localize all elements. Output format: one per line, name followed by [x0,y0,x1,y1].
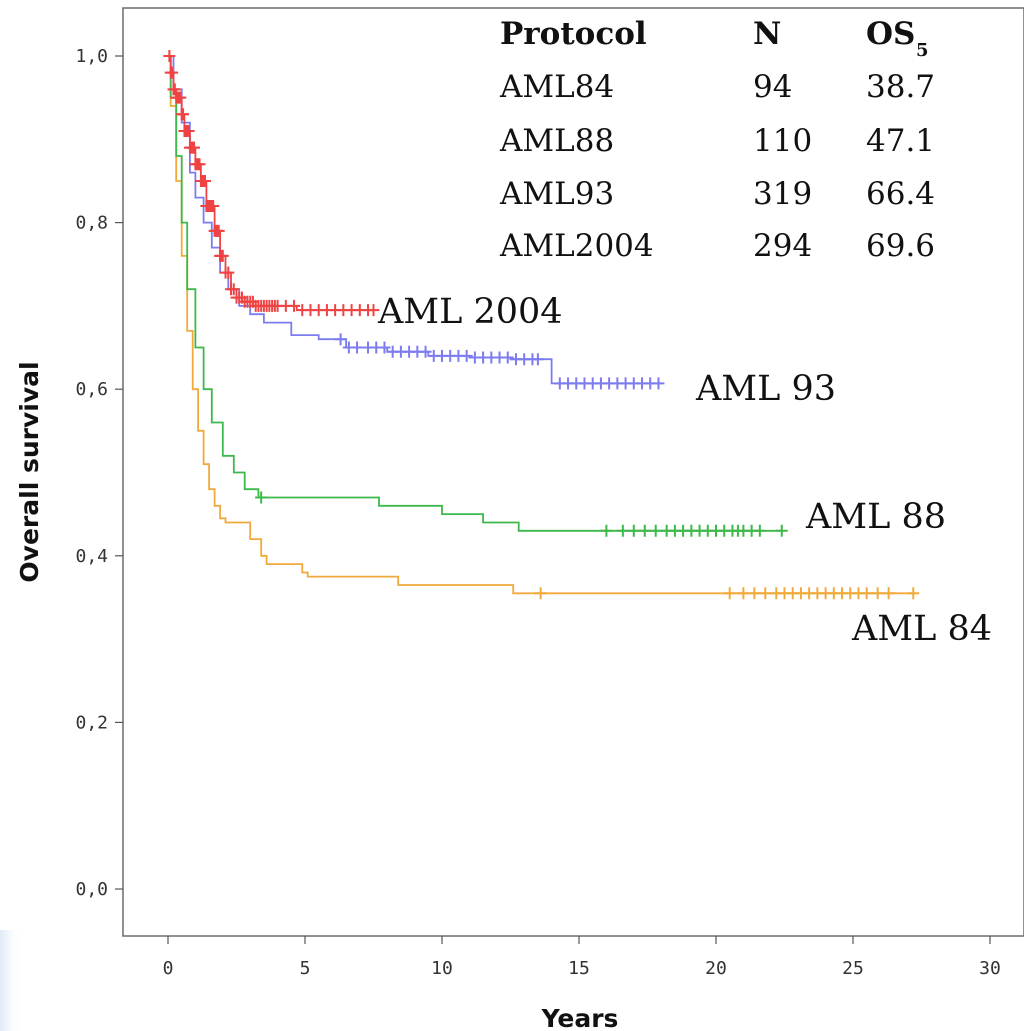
curve-aml88 [168,55,782,532]
censor-mark-aml84 [737,587,750,600]
censor-mark-aml84 [907,587,920,600]
x-axis-label: Years [541,1004,619,1031]
censor-mark-aml84 [723,587,736,600]
censor-mark-aml88 [616,524,629,537]
table-header-os: OS [866,16,915,52]
censor-mark-aml2004 [188,141,201,154]
table-cell: 94 [753,69,792,105]
x-tick-label: 10 [431,958,453,979]
censor-mark-aml88 [775,524,788,537]
y-axis-label: Overall survival [15,361,44,582]
x-tick-label: 0 [163,958,174,979]
table-cell: AML84 [499,69,614,105]
y-tick-label: 0,6 [75,379,108,400]
x-axis: 0 5 10 15 20 25 30 [163,936,1001,979]
censor-mark-aml2004 [182,124,195,137]
censor-mark-aml93 [501,351,514,364]
curve-label-aml88: AML 88 [805,497,946,537]
curve-label-aml2004: AML 2004 [377,292,563,332]
censor-mark-aml2004 [227,283,240,296]
censor-mark-aml84 [882,587,895,600]
censor-mark-aml88 [255,491,268,504]
curve-label-aml93: AML 93 [695,369,836,409]
censor-mark-aml2004 [166,66,179,79]
censor-mark-aml84 [748,587,761,600]
censor-mark-aml84 [759,587,772,600]
table-cell: 47.1 [866,123,935,159]
table-cell: AML2004 [499,228,654,264]
censor-mark-aml2004 [207,199,220,212]
censor-mark-aml88 [600,524,613,537]
table-header-os-subscript: 5 [916,40,929,61]
edge-shade [0,930,22,1031]
censor-mark-aml93 [531,353,544,366]
censor-mark-aml88 [627,524,640,537]
censor-mark-aml88 [638,524,651,537]
table-cell: 69.6 [866,228,935,264]
censor-mark-aml2004 [288,299,301,312]
curve-label-aml84: AML 84 [851,609,992,649]
censor-mark-aml2004 [222,266,235,279]
censor-mark-aml93 [419,345,432,358]
y-axis: 0,0 0,2 0,4 0,6 0,8 1,0 [75,46,123,900]
censor-mark-aml93 [351,341,364,354]
table-cell: AML93 [499,176,614,212]
censor-mark-aml93 [652,377,665,390]
x-tick-label: 25 [842,958,864,979]
censor-mark-aml2004 [216,249,229,262]
censor-mark-aml2004 [163,50,176,62]
y-tick-label: 0,2 [75,712,108,733]
survival-curves [163,50,920,600]
table-header-n: N [753,16,781,52]
table-cell: 110 [753,123,812,159]
censor-mark-aml2004 [212,224,225,237]
x-tick-label: 20 [705,958,727,979]
table-cell: AML88 [499,123,614,159]
table-cell: 319 [753,176,812,212]
censor-mark-aml84 [871,587,884,600]
y-tick-label: 0,4 [75,546,108,567]
censor-mark-aml93 [334,333,347,346]
curve-labels: AML 2004 AML 93 AML 88 AML 84 [377,292,992,649]
censor-mark-aml2004 [198,174,211,187]
x-tick-label: 5 [300,958,311,979]
summary-table: Protocol N OS 5 AML84 94 38.7 AML88 110 … [499,16,935,264]
y-tick-label: 0,8 [75,213,108,234]
censor-mark-aml2004 [367,304,380,317]
y-tick-label: 1,0 [75,46,108,67]
censor-mark-aml2004 [193,158,206,171]
table-cell: 294 [753,228,812,264]
table-header-protocol: Protocol [500,16,647,52]
censor-mark-aml88 [649,524,662,537]
censor-mark-aml2004 [174,91,187,104]
table-cell: 66.4 [866,176,935,212]
x-tick-label: 15 [568,958,590,979]
censor-mark-aml2004 [177,108,190,121]
censor-mark-aml93 [460,349,473,362]
censor-mark-aml88 [753,524,766,537]
censor-mark-aml2004 [168,83,181,96]
plot-area [122,7,1024,937]
censor-mark-aml84 [860,587,873,600]
censor-mark-aml84 [534,587,547,600]
censor-mark-aml93 [378,341,391,354]
y-tick-label: 0,0 [75,879,108,900]
x-tick-label: 30 [979,958,1001,979]
table-cell: 38.7 [866,69,935,105]
